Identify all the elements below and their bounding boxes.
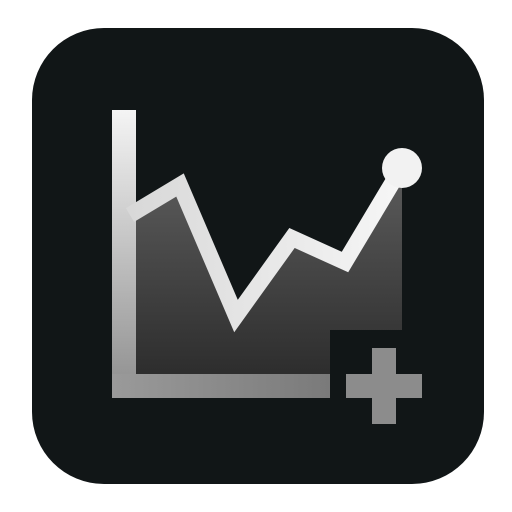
chart-y-axis	[112, 110, 136, 396]
plus-icon	[346, 348, 422, 424]
chart-line	[125, 165, 407, 333]
chart-x-axis	[112, 374, 330, 398]
chart-end-point	[382, 148, 422, 188]
chart-area-fill	[130, 168, 402, 380]
